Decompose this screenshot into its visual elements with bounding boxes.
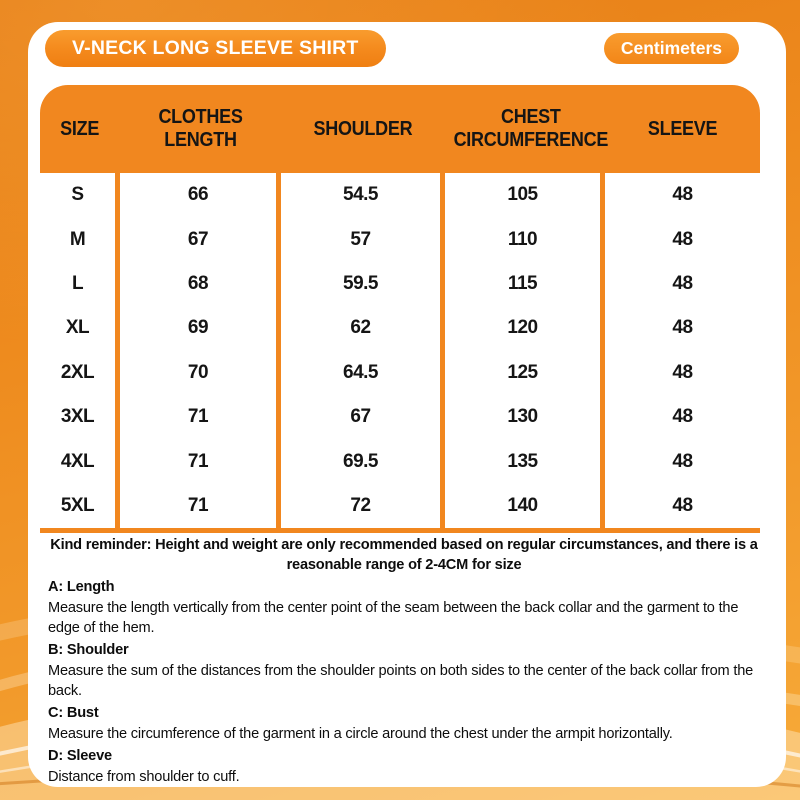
chest-cell: 120 [445, 306, 605, 351]
unit-badge: Centimeters [603, 33, 739, 64]
measurement-notes: Kind reminder: Height and weight are onl… [48, 535, 760, 787]
column-header-size: SIZE [60, 117, 100, 140]
shoulder-cell: 57 [281, 217, 445, 262]
note-label-length: A: Length [48, 579, 115, 595]
shoulder-cell: 72 [281, 483, 445, 529]
size-table-body: S 66 54.5 105 48 M 67 57 110 48 L 68 59.… [40, 173, 760, 529]
size-cell: L [40, 261, 120, 307]
note-desc-length: Measure the length vertically from the c… [48, 600, 739, 636]
kind-reminder-text: Kind reminder: Height and weight are onl… [50, 537, 758, 573]
chest-cell: 130 [445, 394, 605, 440]
shoulder-cell: 64.5 [281, 350, 445, 395]
sleeve-cell: 48 [672, 450, 693, 472]
note-desc-shoulder: Measure the sum of the distances from th… [48, 663, 754, 699]
column-header-chest-circumference: CHEST CIRCUMFERENCE [453, 106, 609, 151]
clothes-length-cell: 66 [120, 173, 281, 218]
unit-label: Centimeters [620, 38, 722, 58]
chest-cell: 105 [445, 173, 605, 218]
sleeve-cell: 48 [672, 361, 693, 383]
size-chart-card: V-NECK LONG SLEEVE SHIRT Centimeters SIZ… [28, 22, 786, 787]
note-desc-bust: Measure the circumference of the garment… [48, 726, 673, 742]
note-label-bust: C: Bust [48, 705, 99, 721]
chest-cell: 140 [445, 483, 605, 529]
shoulder-cell: 69.5 [281, 439, 445, 484]
shoulder-cell: 59.5 [281, 261, 445, 307]
chest-cell: 125 [445, 350, 605, 395]
sleeve-cell: 48 [672, 184, 693, 206]
product-title-badge: V-NECK LONG SLEEVE SHIRT [45, 30, 386, 67]
column-header-clothes-length: CLOTHES LENGTH [158, 106, 243, 151]
sleeve-cell: 48 [672, 228, 693, 250]
note-desc-sleeve: Distance from shoulder to cuff. [48, 769, 240, 785]
sleeve-cell: 48 [672, 494, 693, 516]
product-title-label: V-NECK LONG SLEEVE SHIRT [72, 37, 359, 59]
clothes-length-cell: 70 [120, 350, 281, 395]
shoulder-cell: 67 [281, 394, 445, 440]
clothes-length-cell: 68 [120, 261, 281, 307]
sleeve-cell: 48 [672, 272, 693, 294]
clothes-length-cell: 71 [120, 394, 281, 440]
size-cell: M [40, 217, 120, 262]
clothes-length-cell: 69 [120, 306, 281, 351]
size-cell: 2XL [40, 350, 120, 395]
sleeve-cell: 48 [672, 406, 693, 428]
size-cell: 5XL [40, 483, 120, 529]
column-header-sleeve: SLEEVE [647, 117, 718, 140]
size-cell: 3XL [40, 394, 120, 440]
clothes-length-cell: 71 [120, 483, 281, 529]
clothes-length-cell: 67 [120, 217, 281, 262]
size-cell: XL [40, 306, 120, 351]
note-label-sleeve: D: Sleeve [48, 748, 112, 764]
sleeve-cell: 48 [672, 317, 693, 339]
shoulder-cell: 54.5 [281, 173, 445, 218]
table-bottom-border [40, 528, 760, 533]
chest-cell: 110 [445, 217, 605, 262]
size-table-header-row: SIZE CLOTHES LENGTH SHOULDER CHEST CIRCU… [40, 85, 760, 173]
note-label-shoulder: B: Shoulder [48, 642, 129, 658]
chest-cell: 115 [445, 261, 605, 307]
chest-cell: 135 [445, 439, 605, 484]
size-cell: S [40, 173, 120, 218]
clothes-length-cell: 71 [120, 439, 281, 484]
column-header-shoulder: SHOULDER [313, 117, 413, 140]
size-cell: 4XL [40, 439, 120, 484]
shoulder-cell: 62 [281, 306, 445, 351]
